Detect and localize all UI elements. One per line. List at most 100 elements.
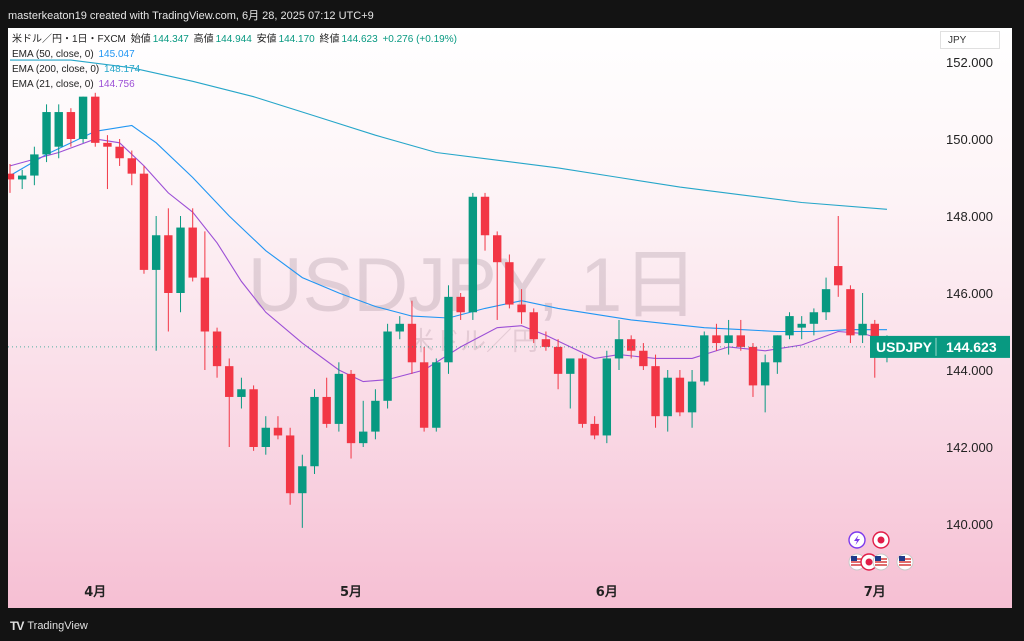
candle[interactable] bbox=[212, 327, 222, 378]
candle[interactable] bbox=[176, 216, 185, 313]
candle[interactable] bbox=[834, 216, 843, 297]
candle[interactable] bbox=[846, 285, 855, 344]
candle[interactable] bbox=[346, 370, 356, 459]
candle[interactable] bbox=[675, 370, 685, 417]
candle[interactable] bbox=[54, 104, 63, 159]
candle[interactable] bbox=[602, 350, 612, 444]
candle[interactable] bbox=[66, 108, 76, 147]
candle[interactable] bbox=[651, 354, 660, 428]
candle[interactable] bbox=[517, 289, 526, 324]
candle[interactable] bbox=[480, 192, 490, 251]
tradingview-logo[interactable]: TV TradingView bbox=[10, 619, 88, 633]
candle[interactable] bbox=[8, 164, 15, 193]
candle[interactable] bbox=[614, 319, 624, 370]
candle[interactable] bbox=[407, 300, 417, 374]
last-price-tag[interactable]: USDJPY 144.623 bbox=[870, 335, 1010, 358]
candle[interactable] bbox=[225, 358, 234, 447]
candle[interactable] bbox=[858, 293, 867, 344]
candle[interactable] bbox=[456, 293, 465, 320]
candle[interactable] bbox=[395, 316, 404, 340]
candle[interactable] bbox=[322, 377, 331, 428]
ema200-label: EMA (200, close, 0) bbox=[12, 64, 100, 75]
candle[interactable] bbox=[541, 331, 551, 351]
candle-body bbox=[760, 362, 770, 386]
candle[interactable] bbox=[237, 377, 246, 409]
japan-flag-event-icon[interactable] bbox=[860, 553, 878, 571]
ema200-legend[interactable]: EMA (200, close, 0) 148.174 bbox=[12, 62, 459, 77]
candle[interactable] bbox=[91, 92, 100, 147]
candle-body bbox=[78, 96, 88, 139]
candle-body bbox=[493, 235, 502, 263]
candle[interactable] bbox=[298, 454, 307, 528]
candle[interactable] bbox=[590, 416, 599, 440]
watermark-subtitle: 米ドル／円 bbox=[408, 327, 538, 357]
candle[interactable] bbox=[188, 208, 197, 282]
candle[interactable] bbox=[371, 389, 380, 440]
ema21-legend[interactable]: EMA (21, close, 0) 144.756 bbox=[12, 77, 459, 92]
us-flag-event-icon[interactable] bbox=[872, 553, 890, 571]
candle-body bbox=[188, 227, 197, 278]
candle-body bbox=[505, 262, 514, 305]
candle[interactable] bbox=[273, 416, 283, 440]
candle[interactable] bbox=[127, 150, 136, 186]
chart-area[interactable]: USDJPY, 1日 米ドル／円 152.000 150.000 148.000 146… bbox=[8, 28, 1012, 608]
candle[interactable] bbox=[700, 331, 709, 386]
candle[interactable] bbox=[566, 358, 575, 409]
candle[interactable] bbox=[200, 231, 210, 370]
candle[interactable] bbox=[797, 316, 806, 340]
candle[interactable] bbox=[103, 135, 112, 190]
candle[interactable] bbox=[663, 370, 672, 432]
candle[interactable] bbox=[151, 216, 161, 351]
candle[interactable] bbox=[383, 323, 392, 409]
candle[interactable] bbox=[139, 165, 149, 274]
x-tick-label: 4月 bbox=[84, 585, 106, 600]
candle[interactable] bbox=[468, 192, 478, 320]
candle[interactable] bbox=[310, 389, 319, 474]
candle[interactable] bbox=[626, 335, 636, 359]
candle[interactable] bbox=[17, 169, 27, 190]
candle[interactable] bbox=[164, 208, 173, 332]
y-tick-label: 150.000 bbox=[946, 132, 993, 147]
candle[interactable] bbox=[78, 96, 88, 143]
candle[interactable] bbox=[432, 358, 441, 432]
currency-selector[interactable]: JPY bbox=[940, 31, 1000, 49]
candle[interactable] bbox=[261, 416, 270, 455]
candle[interactable] bbox=[712, 323, 721, 351]
candle[interactable] bbox=[419, 346, 429, 432]
ema21-line bbox=[9, 138, 888, 383]
candle[interactable] bbox=[334, 362, 344, 432]
japan-flag-event-icon[interactable] bbox=[872, 531, 890, 549]
candle[interactable] bbox=[529, 308, 538, 344]
candle[interactable] bbox=[639, 343, 648, 370]
candle[interactable] bbox=[505, 254, 514, 309]
candle-body bbox=[151, 235, 161, 270]
candle[interactable] bbox=[687, 370, 697, 428]
candle[interactable] bbox=[785, 312, 794, 340]
lightning-event-icon[interactable] bbox=[848, 531, 866, 549]
candle[interactable] bbox=[724, 319, 733, 355]
candle[interactable] bbox=[773, 335, 782, 374]
us-flag-event-icon[interactable] bbox=[896, 553, 914, 571]
candle[interactable] bbox=[748, 343, 758, 397]
candle[interactable] bbox=[553, 339, 563, 390]
candle[interactable] bbox=[821, 277, 831, 320]
candle-body bbox=[212, 331, 222, 367]
ema50-legend[interactable]: EMA (50, close, 0) 145.047 bbox=[12, 47, 459, 62]
ema200-line bbox=[10, 59, 888, 210]
candle-body bbox=[468, 196, 478, 313]
candle[interactable] bbox=[359, 400, 368, 447]
candle[interactable] bbox=[42, 104, 51, 163]
candle[interactable] bbox=[249, 385, 258, 451]
candle[interactable] bbox=[736, 319, 745, 351]
candle-body bbox=[17, 175, 27, 180]
candle[interactable] bbox=[285, 427, 295, 505]
candle[interactable] bbox=[493, 231, 502, 320]
candle[interactable] bbox=[115, 139, 124, 166]
candle[interactable] bbox=[760, 354, 770, 413]
candle-body bbox=[529, 312, 538, 340]
candle[interactable] bbox=[578, 354, 587, 428]
candle[interactable] bbox=[809, 308, 819, 336]
candle[interactable] bbox=[444, 285, 453, 374]
candle[interactable] bbox=[30, 146, 39, 186]
